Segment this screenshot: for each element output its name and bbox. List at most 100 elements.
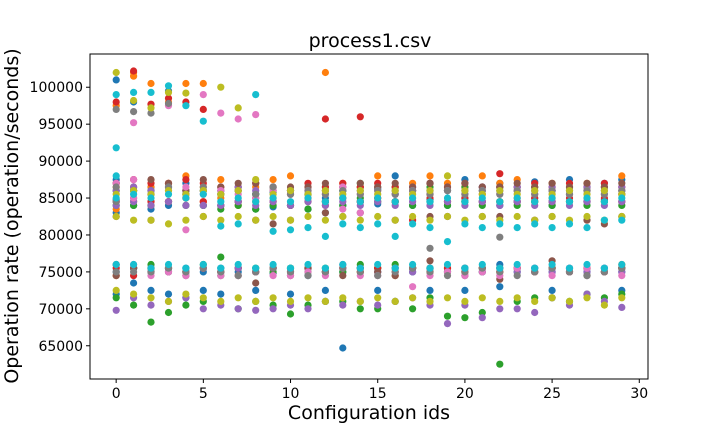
data-point-s9-19 xyxy=(199,260,207,269)
data-point-s5-41 xyxy=(391,179,399,187)
x-tick-label-0: 0 xyxy=(112,386,121,402)
data-point-s7-10 xyxy=(164,99,173,108)
data-point-s9-9 xyxy=(147,194,155,202)
data-point-s5-36 xyxy=(356,179,364,187)
data-point-s8-15 xyxy=(164,297,173,305)
data-point-s7-36 xyxy=(374,272,382,280)
data-point-s2-91 xyxy=(496,360,504,368)
data-point-s1-71 xyxy=(478,172,486,180)
data-point-s3-0 xyxy=(112,98,120,106)
data-point-s9-71 xyxy=(513,194,521,202)
x-axis-label: Configuration ids xyxy=(288,402,450,424)
data-point-s8-61 xyxy=(426,187,434,195)
data-point-s8-60 xyxy=(409,294,417,302)
data-point-s3-20 xyxy=(199,105,207,113)
data-point-s8-77 xyxy=(513,212,521,221)
data-point-s9-61 xyxy=(443,260,452,269)
data-point-s9-70 xyxy=(496,264,504,272)
x-tick-label-6: 30 xyxy=(630,386,648,402)
data-point-s9-27 xyxy=(252,198,260,206)
data-point-s0-14 xyxy=(147,286,155,294)
data-point-s8-67 xyxy=(461,187,469,195)
data-point-s8-39 xyxy=(286,297,295,305)
data-point-s1-34 xyxy=(269,176,277,184)
y-tick-label-6: 95000 xyxy=(38,117,83,133)
data-point-s6-69 xyxy=(618,272,626,280)
data-point-s4-3 xyxy=(112,306,120,314)
y-axis-label: Operation rate (operation/seconds) xyxy=(1,48,23,383)
data-point-s5-31 xyxy=(321,209,329,217)
data-point-s6-45 xyxy=(409,283,417,291)
data-point-s6-2 xyxy=(130,119,138,127)
data-point-s3-49 xyxy=(356,113,364,121)
data-point-s9-47 xyxy=(374,194,382,202)
data-point-s2-87 xyxy=(478,308,486,317)
y-axis-ticks: 65000 70000 75000 80000 85000 90000 95000 10000… xyxy=(30,80,90,355)
data-point-s9-78 xyxy=(548,224,556,232)
data-point-s5-60 xyxy=(513,179,521,187)
data-point-s9-37 xyxy=(304,260,312,269)
data-point-s8-32 xyxy=(252,216,260,224)
data-point-s4-39 xyxy=(269,305,277,313)
y-tick-label-3: 80000 xyxy=(38,228,83,244)
data-point-s4-9 xyxy=(147,201,155,209)
data-point-s9-63 xyxy=(461,220,469,228)
data-point-s4-47 xyxy=(304,305,312,313)
data-point-s9-81 xyxy=(565,220,574,228)
data-point-s9-76 xyxy=(531,264,539,272)
data-point-s8-44 xyxy=(321,216,329,224)
data-point-s0-64 xyxy=(391,172,399,180)
data-point-s9-89 xyxy=(618,194,626,202)
data-point-s8-12 xyxy=(164,88,173,96)
data-point-s0-97 xyxy=(548,286,556,294)
y-tick-label-0: 65000 xyxy=(38,339,83,355)
data-point-s9-8 xyxy=(147,88,155,96)
data-point-s0-73 xyxy=(426,286,434,294)
data-point-s8-81 xyxy=(531,297,539,305)
data-point-s8-78 xyxy=(513,294,521,302)
data-point-s9-7 xyxy=(130,260,138,269)
data-point-s1-95 xyxy=(618,172,626,180)
data-point-s9-83 xyxy=(583,194,591,202)
data-point-s9-22 xyxy=(217,264,225,272)
data-point-s8-25 xyxy=(217,216,225,224)
data-point-s9-25 xyxy=(234,260,242,269)
data-point-s8-53 xyxy=(374,212,382,221)
data-point-s6-17 xyxy=(217,109,225,117)
data-point-s8-35 xyxy=(269,212,277,221)
chart-title: process1.csv xyxy=(309,30,432,52)
data-point-s7-0 xyxy=(112,105,120,113)
data-point-s0-45 xyxy=(286,290,295,298)
data-point-s9-28 xyxy=(252,264,260,272)
data-point-s9-41 xyxy=(339,194,347,202)
data-point-s9-0 xyxy=(112,91,120,99)
data-point-s8-19 xyxy=(182,290,190,298)
data-point-s0-38 xyxy=(252,286,260,294)
data-point-s9-80 xyxy=(565,198,574,206)
data-point-s1-9 xyxy=(147,79,155,88)
data-point-s9-26 xyxy=(252,91,260,99)
data-point-s0-0 xyxy=(112,76,120,84)
data-point-s8-93 xyxy=(600,301,609,309)
data-point-s9-86 xyxy=(600,198,609,206)
data-point-s9-45 xyxy=(356,224,364,232)
data-point-s5-48 xyxy=(426,257,434,265)
data-point-s0-87 xyxy=(496,283,504,291)
data-point-s5-65 xyxy=(548,179,556,187)
data-point-s9-38 xyxy=(321,198,329,206)
data-point-s7-7 xyxy=(147,109,155,117)
data-point-s8-3 xyxy=(112,286,120,294)
data-point-s9-90 xyxy=(618,216,626,224)
data-point-s8-89 xyxy=(583,212,591,221)
data-point-s8-21 xyxy=(199,212,207,221)
data-point-s8-54 xyxy=(374,294,382,302)
y-tick-label-5: 90000 xyxy=(38,154,83,170)
data-point-s9-11 xyxy=(164,82,173,90)
data-point-s9-6 xyxy=(130,190,138,198)
data-point-s9-15 xyxy=(182,194,190,202)
data-point-s9-59 xyxy=(443,194,452,202)
data-point-s9-12 xyxy=(164,190,173,198)
data-point-s4-11 xyxy=(147,301,155,309)
data-point-s6-38 xyxy=(356,209,364,217)
data-point-s5-30 xyxy=(321,179,329,187)
